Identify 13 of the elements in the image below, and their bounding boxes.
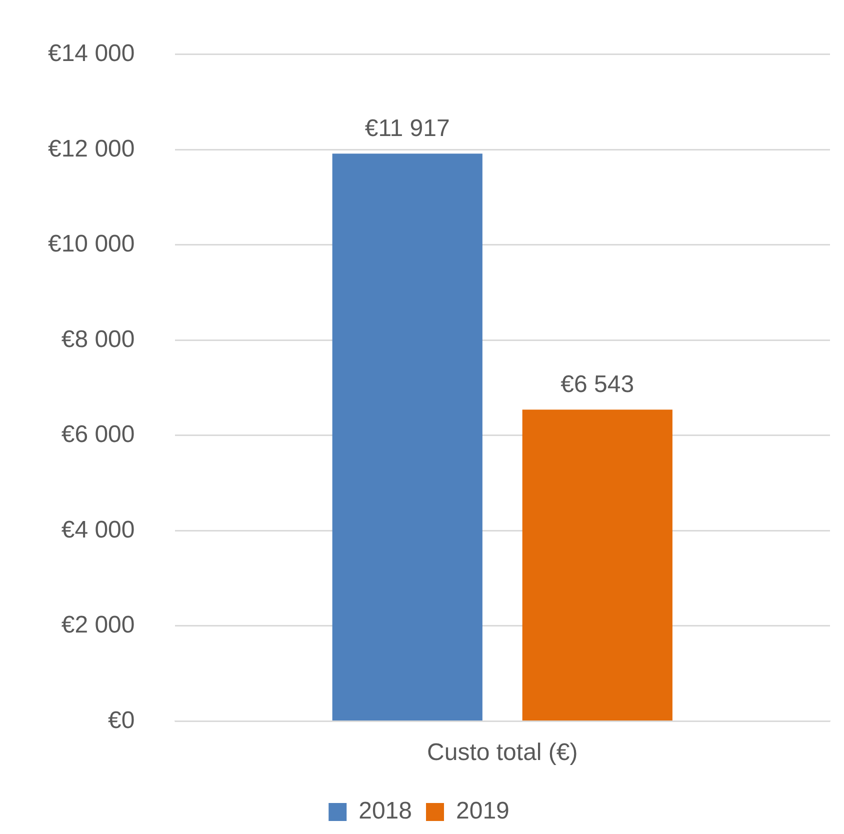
y-tick-label: €12 000 — [48, 135, 135, 162]
y-tick-label: €10 000 — [48, 230, 135, 258]
data-label: €6 543 — [560, 371, 634, 398]
y-tick-label: €8 000 — [61, 326, 135, 353]
legend-label: 2019 — [456, 798, 510, 825]
y-tick-label: €4 000 — [61, 516, 135, 544]
legend-label: 2018 — [358, 798, 412, 825]
y-tick-label: €14 000 — [48, 40, 135, 68]
y-tick-label: €6 000 — [61, 421, 135, 448]
x-tick-label: Custo total (€) — [427, 739, 578, 766]
y-tick-label: €2 000 — [61, 612, 135, 639]
y-tick-label: €0 — [108, 706, 135, 734]
data-label: €11 917 — [364, 115, 450, 142]
